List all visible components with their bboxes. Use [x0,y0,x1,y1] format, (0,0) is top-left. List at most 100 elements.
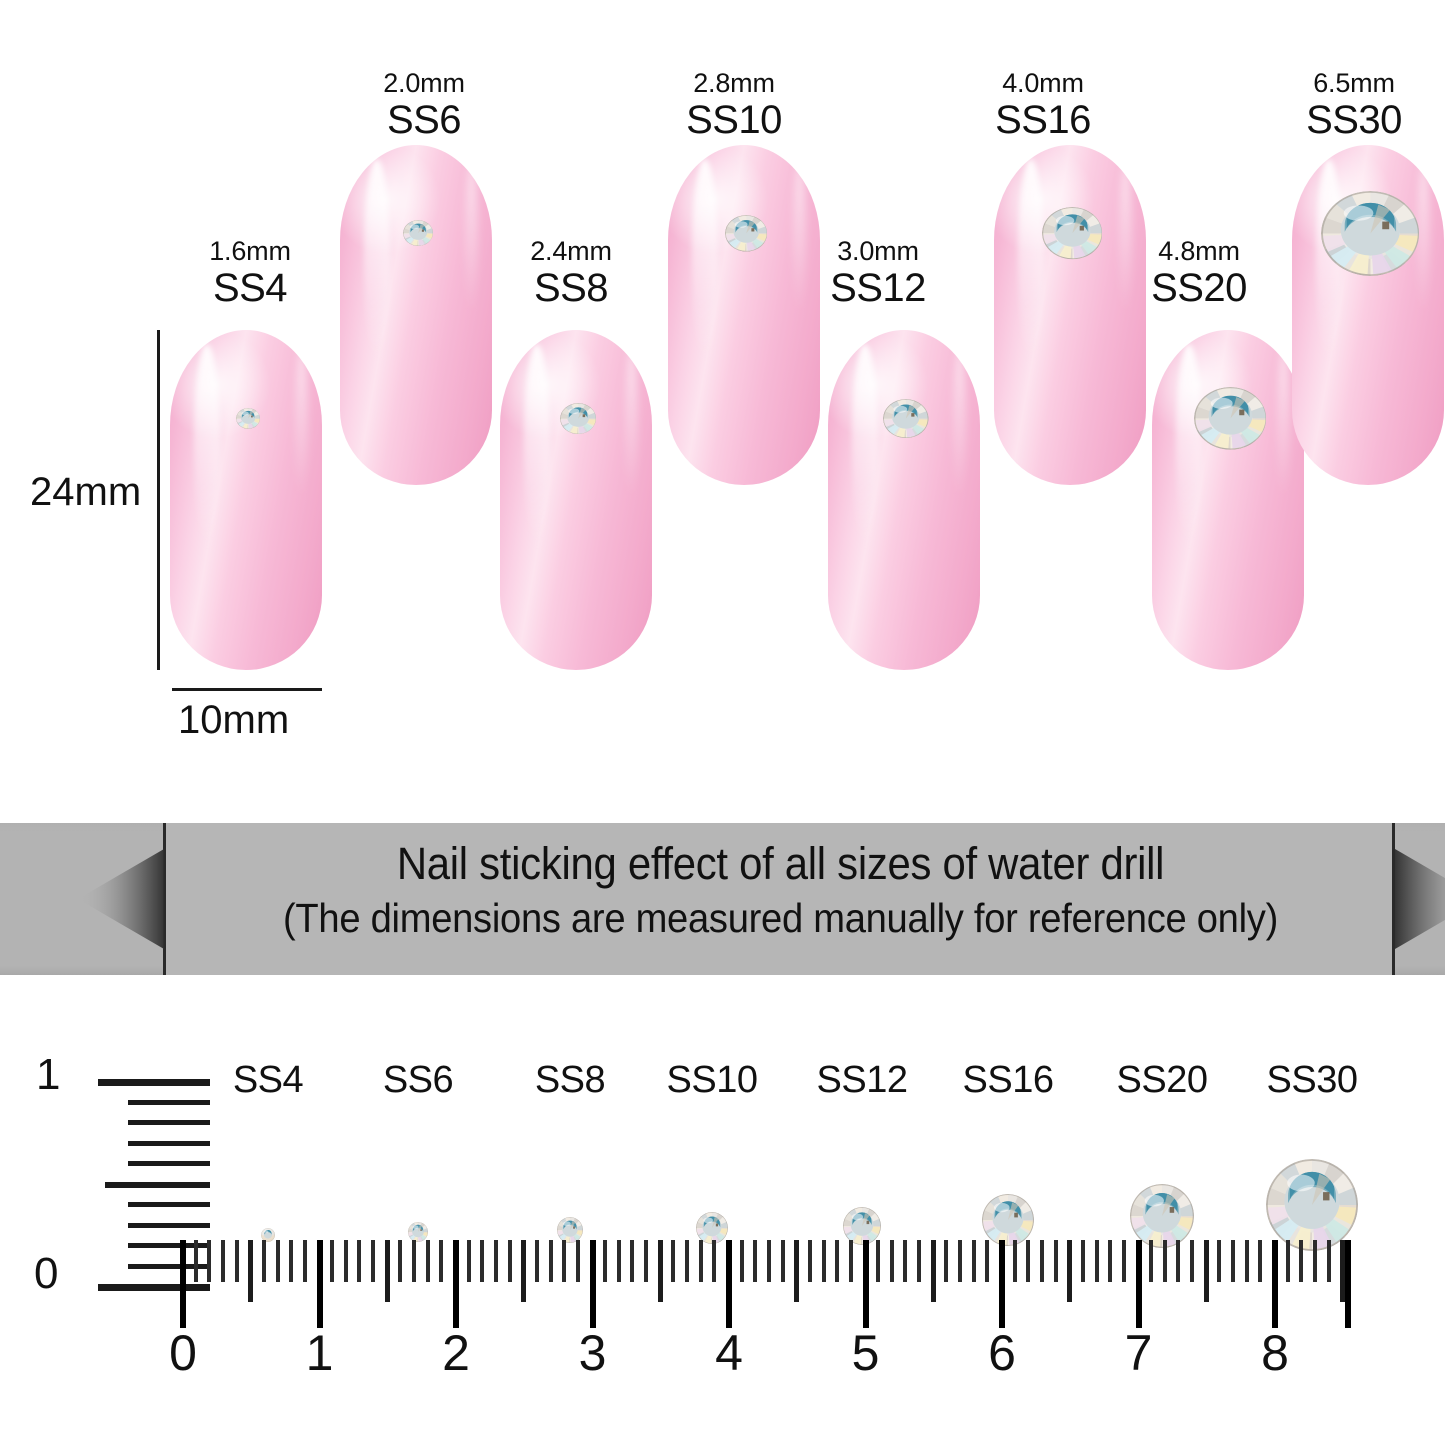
ruler-number: 7 [1124,1325,1153,1381]
rhinestone-on-nail-ss12 [883,398,929,438]
size-ss-label: SS6 [386,98,462,142]
nail-width-label: 10mm [178,698,290,742]
ruler-rhinestone-ss4 [261,1227,275,1242]
nail-gloss-highlight [194,343,221,548]
size-ss-label: SS4 [212,266,288,310]
rhinestone-on-nail-ss10 [724,215,768,252]
nail-height-label: 24mm [30,470,142,514]
nail-size-chart-panel: 24mm 10mm [30,68,1444,742]
ruler-tick [1299,1240,1304,1282]
vertical-ruler-tick [105,1181,210,1188]
right-arrow-icon [1395,849,1445,949]
ruler-tick [644,1240,649,1282]
nail-label-ss10: 2.8mm SS10 [624,70,844,142]
ruler-number: 0 [169,1325,197,1381]
ruler-tick [548,1240,553,1282]
ruler-tick [794,1240,800,1302]
rhinestone-on-nail-ss8 [559,402,597,435]
size-ss-label: SS10 [686,98,782,142]
ruler-tick [835,1240,840,1282]
nail-gloss-highlight [1018,158,1045,363]
size-ss-label: SS8 [533,266,609,310]
nail-edge-highlight [1416,165,1431,315]
ruler-tick [1053,1240,1058,1282]
ruler-tick [330,1240,335,1282]
ruler-tick [1039,1240,1044,1282]
ruler-size-label-ss16: SS16 [962,1059,1054,1101]
size-ss-label: SS20 [1151,266,1247,310]
ruler-tick [302,1240,307,1282]
nail-ss12 [828,330,980,670]
ruler-tick [753,1240,758,1282]
size-ss-label: SS16 [995,98,1091,142]
ruler-tick [289,1240,294,1282]
ruler-tick [917,1240,922,1282]
ruler-tick [1326,1240,1331,1282]
ruler-tick [1231,1240,1236,1282]
rhinestone-on-nail-ss4 [235,407,261,429]
rhinestone-on-nail-ss16 [1041,207,1103,260]
ruler-tick [685,1240,690,1282]
nail-ss10 [668,145,820,485]
ruler-tick [1080,1240,1085,1282]
ruler-tick [534,1240,539,1282]
ruler-tick [521,1240,527,1302]
ruler-tick [439,1240,444,1282]
ruler-tick [384,1240,390,1302]
size-ss-label: SS30 [1306,98,1402,142]
nail-ss20 [1152,330,1304,670]
vertical-ruler-tick [128,1222,210,1228]
ruler-tick [821,1240,826,1282]
ruler-tick [985,1240,990,1282]
ruler-size-label-ss4: SS4 [232,1059,304,1101]
banner-line-1: Nail sticking effect of all sizes of wat… [396,838,1165,889]
nail-height-rule [157,330,160,670]
ruler-tick [698,1240,703,1282]
ruler-tick [248,1240,254,1302]
ruler-tick [1272,1240,1278,1328]
ruler-tick [780,1240,785,1282]
ruler-tick [261,1240,266,1282]
ruler-tick [398,1240,403,1282]
ruler-number: 6 [988,1325,1016,1381]
ruler-tick [1217,1240,1222,1282]
nail-label-ss6: 2.0mm SS6 [314,68,534,142]
banner-line-2: (The dimensions are measured manually fo… [282,895,1279,942]
nail-gloss-highlight [692,158,719,363]
vertical-ruler-tick [128,1140,210,1146]
ruler-tick [180,1240,186,1328]
ruler-tick [726,1240,732,1328]
ruler-tick [1108,1240,1113,1282]
nail-ss16 [994,145,1146,485]
size-mm-label: 2.0mm [383,68,465,98]
nail-ss8 [500,330,652,670]
nail-edge-highlight [624,350,639,500]
ruler-tick [1149,1240,1154,1282]
vertical-ruler-tick [128,1161,210,1166]
size-ss-label: SS12 [830,266,926,310]
ruler-rhinestone-ss12 [843,1206,881,1245]
caption-banner: Nail sticking effect of all sizes of wat… [0,823,1445,975]
nail-label-ss4: 1.6mm SS4 [140,238,360,310]
ruler-rhinestone-ss6 [408,1222,428,1243]
rhinestone-on-nail-ss20 [1193,387,1267,450]
banner-left-edge [163,823,166,975]
ruler-number: 5 [851,1325,880,1381]
banner-right-edge [1392,823,1395,975]
ruler-tick [958,1240,963,1282]
nail-gloss-highlight [524,343,551,548]
left-arrow-icon [78,849,164,949]
ruler-rhinestone-ss30 [1266,1159,1358,1252]
size-mm-label: 6.5mm [1313,68,1395,98]
ruler-rhinestone-ss8 [557,1217,583,1244]
ruler-tick [1012,1240,1017,1282]
ruler-rhinestone-ss16 [982,1194,1034,1247]
vertical-ruler-tick [128,1263,210,1269]
ruler-tick [712,1240,717,1282]
ruler-tick [234,1240,239,1282]
nail-gloss-highlight [364,158,391,363]
vertical-ruler-tick [128,1202,210,1207]
